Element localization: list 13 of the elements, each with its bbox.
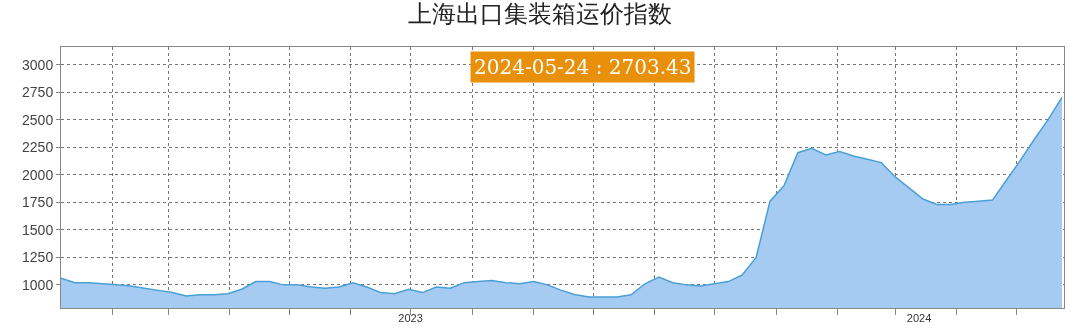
y-tick-label: 1500 bbox=[22, 221, 54, 238]
y-tick-label: 1250 bbox=[22, 249, 54, 266]
chart-title: 上海出口集装箱运价指数 bbox=[408, 0, 672, 28]
y-tick-label: 2500 bbox=[22, 111, 54, 128]
x-tick-label: 2023 bbox=[398, 312, 423, 325]
y-tick-label: 1750 bbox=[22, 194, 54, 211]
y-tick-label: 1000 bbox=[22, 276, 54, 293]
y-tick-label: 2250 bbox=[22, 139, 54, 156]
y-tick-label: 3000 bbox=[22, 56, 54, 73]
x-tick-label: 2024 bbox=[906, 312, 932, 325]
y-tick-label: 2750 bbox=[22, 84, 54, 101]
y-tick-label: 2000 bbox=[22, 166, 54, 183]
annotation: 2024-05-24 : 2703.43 bbox=[474, 55, 692, 79]
